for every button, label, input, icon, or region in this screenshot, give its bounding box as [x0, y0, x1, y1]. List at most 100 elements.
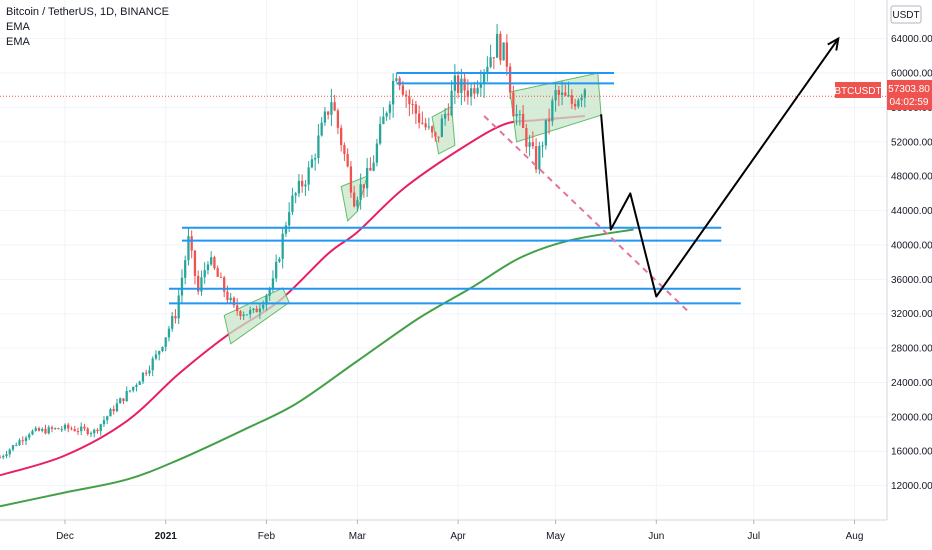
candle-body	[11, 445, 15, 450]
consolidation-box	[223, 287, 290, 345]
candle-body	[508, 66, 512, 93]
candle-body	[54, 428, 57, 430]
time-tick-label: Dec	[56, 531, 74, 542]
time-tick-label: Aug	[846, 531, 864, 542]
candle-body	[37, 428, 41, 431]
candle-body	[57, 428, 60, 430]
candle-body	[564, 92, 567, 96]
candle-body	[349, 166, 353, 193]
current-price-badge	[887, 80, 932, 110]
candle-body	[132, 386, 135, 391]
candle-body	[440, 118, 444, 137]
candle-body	[314, 158, 317, 160]
candle-body	[83, 426, 86, 429]
projection-layer	[600, 36, 840, 298]
time-axis-ticks: Dec 2021 Feb Mar Apr May Jun Jul Aug	[56, 520, 863, 542]
candle-body	[41, 428, 44, 431]
candle-body	[177, 295, 180, 319]
candle-body	[388, 104, 392, 113]
candle-body	[502, 42, 505, 61]
indicator-ema-1[interactable]: EMA	[6, 21, 30, 33]
symbol-title[interactable]: Bitcoin / TetherUS, 1D, BINANCE	[6, 6, 170, 18]
indicator-ema-2[interactable]: EMA	[6, 36, 30, 48]
candle-body	[317, 135, 320, 159]
candle-body	[63, 424, 67, 430]
candle-body	[327, 111, 330, 115]
projection-arrowhead	[827, 36, 840, 51]
candle-body	[174, 316, 177, 319]
candle-body	[404, 94, 408, 97]
candle-body	[323, 111, 327, 123]
candle-body	[50, 427, 54, 429]
candle-body	[106, 416, 109, 421]
time-axis[interactable]	[0, 521, 932, 550]
candle-body	[161, 346, 164, 352]
candle-body	[476, 87, 479, 94]
candle-body	[369, 167, 372, 171]
currency-label: USDT	[892, 10, 919, 21]
candle-body	[47, 427, 50, 434]
trendline-dashed	[483, 115, 690, 313]
candle-body	[122, 398, 125, 402]
ema-fast-layer	[0, 115, 585, 477]
candle-body	[96, 429, 99, 432]
candle-body	[138, 381, 141, 385]
candle-body	[109, 408, 112, 417]
candle-body	[135, 384, 138, 387]
price-tick-label: 36000.00	[891, 275, 932, 286]
chart-grid	[0, 0, 887, 520]
candle-body	[8, 449, 11, 455]
candle-body	[171, 316, 174, 329]
candle-body	[486, 66, 489, 73]
candle-body	[60, 429, 63, 431]
candle-body	[379, 124, 382, 144]
candle-body	[119, 398, 122, 404]
candle-body	[80, 426, 83, 432]
ema-slow-layer	[0, 228, 634, 508]
candle-body	[557, 90, 560, 95]
candle-body	[226, 291, 229, 301]
candle-body	[18, 440, 21, 446]
candle-body	[112, 408, 115, 412]
candle-body	[249, 310, 252, 315]
candle-body	[210, 257, 213, 265]
candle-body	[164, 337, 167, 347]
current-price-label: 57303.80	[888, 84, 930, 95]
candle-body	[320, 122, 323, 136]
candle-body	[148, 370, 151, 374]
symbol-badge-label: BTCUSDT	[834, 86, 881, 97]
candle-body	[333, 102, 336, 111]
candle-body	[291, 195, 294, 213]
candle-body	[417, 113, 421, 123]
price-tick-label: 40000.00	[891, 240, 932, 251]
candle-body	[434, 132, 437, 137]
candle-body	[145, 372, 148, 374]
price-tick-label: 16000.00	[891, 447, 932, 458]
candle-body	[551, 100, 554, 122]
chart-legend: Bitcoin / TetherUS, 1D, BINANCE EMA EMA	[6, 5, 169, 50]
time-tick-label: May	[546, 531, 565, 542]
candle-body	[541, 145, 544, 147]
candle-body	[534, 146, 538, 170]
candle-body	[336, 110, 340, 128]
candle-body	[473, 88, 476, 94]
ema-slow-line	[0, 228, 634, 508]
candle-body	[430, 126, 434, 133]
candle-body	[252, 308, 255, 311]
countdown-label: 04:02:59	[890, 97, 929, 108]
currency-badge[interactable]	[890, 5, 922, 24]
candle-body	[573, 103, 577, 107]
candle-body	[505, 42, 508, 67]
candle-body	[421, 122, 424, 124]
price-tick-label: 32000.00	[891, 309, 932, 320]
price-tick-label: 64000.00	[891, 34, 932, 45]
symbol-badge	[835, 82, 881, 98]
candle-body	[31, 430, 34, 435]
candle-body	[15, 445, 18, 447]
candle-body	[469, 88, 473, 97]
candle-body	[353, 192, 356, 207]
candle-body	[184, 260, 187, 278]
candle-body	[21, 440, 24, 442]
candle-body	[372, 162, 375, 171]
